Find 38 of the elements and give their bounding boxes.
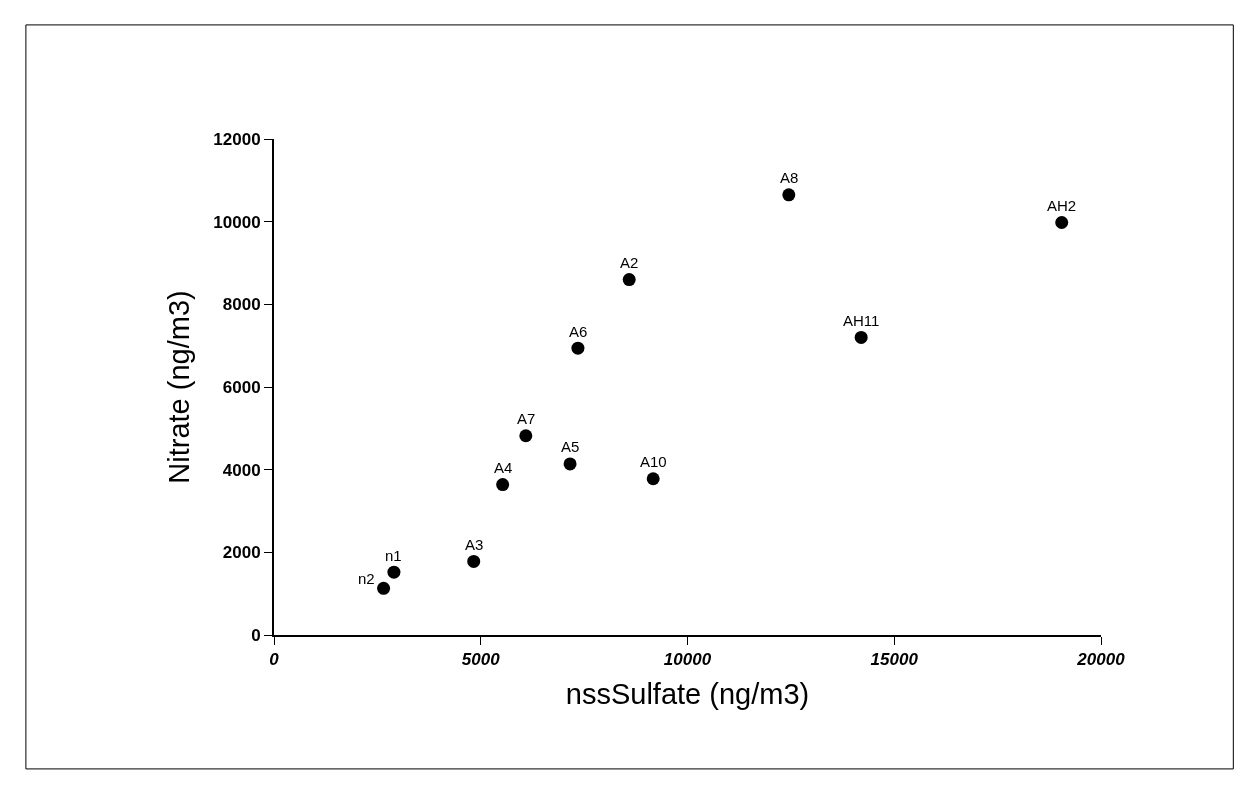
x-tick-label: 0	[269, 650, 280, 670]
annotation: A4	[494, 459, 513, 476]
y-tick-label: 2000	[222, 543, 261, 563]
y-tick-label: 0	[251, 625, 261, 645]
point	[646, 472, 660, 486]
y-tick-label: 6000	[222, 377, 261, 397]
x-tick-label: 10000	[663, 650, 712, 670]
y-axis-title: Nitrate (ng/m3)	[163, 290, 196, 484]
point	[467, 554, 481, 568]
x-tick-label: 15000	[870, 650, 919, 670]
y-tick-label: 10000	[213, 212, 261, 232]
annotation: AH11	[843, 312, 880, 329]
annotation: n2	[358, 570, 375, 587]
point	[387, 565, 401, 579]
annotation: A5	[561, 438, 580, 455]
point	[519, 429, 533, 443]
annotation: A3	[465, 536, 484, 553]
annotation: A10	[640, 453, 667, 470]
point	[1055, 215, 1069, 229]
annotation: AH2	[1047, 197, 1077, 214]
y-tick-label: 12000	[213, 129, 261, 149]
point	[782, 188, 796, 202]
point	[496, 478, 510, 492]
point	[571, 341, 585, 355]
point	[563, 457, 577, 471]
annotation: A8	[780, 169, 799, 186]
y-tick-label: 4000	[222, 460, 261, 480]
x-axis-title: nssSulfate (ng/m3)	[565, 677, 810, 710]
x-tick-label: 5000	[461, 650, 501, 670]
annotation: A2	[620, 254, 639, 271]
x-tick-label: 20000	[1076, 650, 1126, 670]
annotation: n1	[385, 547, 402, 564]
point	[854, 330, 868, 344]
point	[622, 273, 636, 287]
annotation: A6	[569, 323, 588, 340]
annotation: A7	[517, 410, 536, 427]
y-tick-label: 8000	[222, 295, 261, 315]
point	[377, 581, 391, 595]
